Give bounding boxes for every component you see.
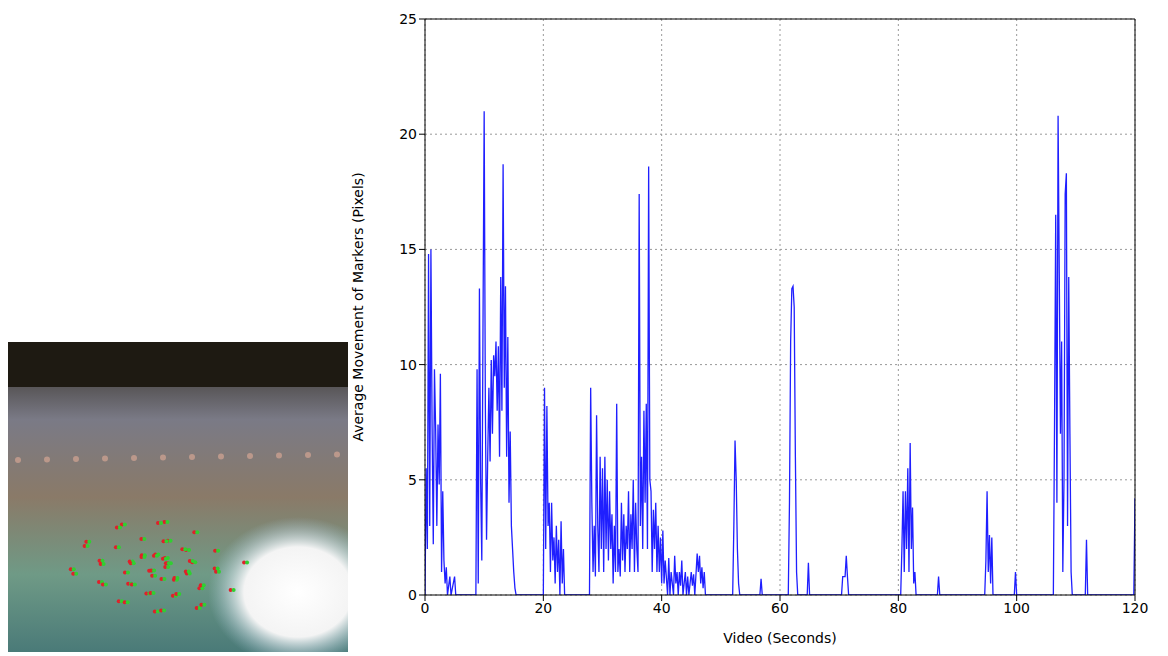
- svg-text:Video (Seconds): Video (Seconds): [723, 630, 836, 646]
- svg-text:25: 25: [399, 11, 417, 27]
- svg-text:20: 20: [399, 126, 417, 142]
- svg-text:40: 40: [653, 600, 671, 616]
- svg-text:0: 0: [421, 600, 430, 616]
- svg-text:5: 5: [408, 472, 417, 488]
- svg-text:60: 60: [771, 600, 789, 616]
- svg-text:120: 120: [1122, 600, 1149, 616]
- svg-text:15: 15: [399, 241, 417, 257]
- svg-text:0: 0: [408, 587, 417, 603]
- svg-text:Average Movement of Markers (P: Average Movement of Markers (Pixels): [350, 172, 366, 441]
- svg-text:80: 80: [889, 600, 907, 616]
- svg-text:20: 20: [534, 600, 552, 616]
- svg-text:100: 100: [1003, 600, 1030, 616]
- svg-text:10: 10: [399, 357, 417, 373]
